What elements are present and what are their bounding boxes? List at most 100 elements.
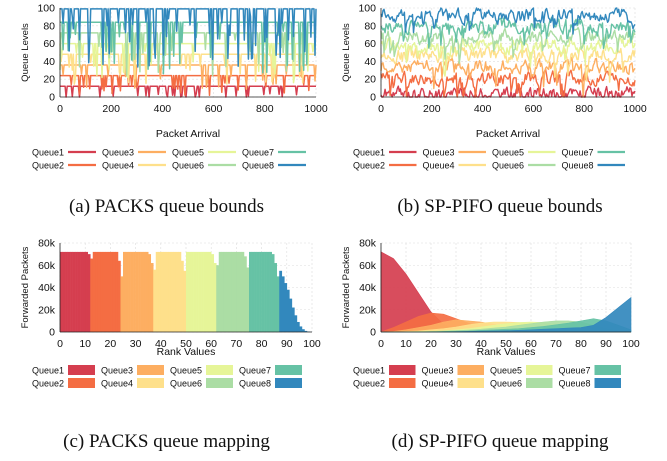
bar xyxy=(160,251,164,332)
x-tick-label: 200 xyxy=(423,103,441,115)
bar xyxy=(145,251,149,332)
bar xyxy=(153,269,157,332)
bar xyxy=(125,251,129,332)
legend-swatch-queue8 xyxy=(275,378,302,388)
legend-label: Queue5 xyxy=(170,366,202,376)
bar xyxy=(85,251,89,332)
legend-swatch-queue8 xyxy=(594,378,621,388)
bar xyxy=(301,329,305,332)
legend-label: Queue4 xyxy=(101,379,133,389)
bar xyxy=(188,251,192,332)
legend-label: Queue8 xyxy=(558,379,590,389)
legend-label: Queue3 xyxy=(102,148,134,158)
y-tick-label: 80 xyxy=(364,20,376,32)
series-line-queue4 xyxy=(380,44,636,83)
legend-swatch-queue3 xyxy=(137,365,164,375)
bar xyxy=(251,251,255,332)
bar xyxy=(236,251,240,332)
legend-label: Queue4 xyxy=(422,161,454,171)
bar xyxy=(221,251,225,332)
bar xyxy=(183,270,187,332)
y-tick-label: 100 xyxy=(37,3,55,15)
bar xyxy=(276,276,280,332)
legend-label: Queue6 xyxy=(172,161,204,171)
legend-swatch-queue1 xyxy=(68,365,95,375)
bar xyxy=(92,251,96,332)
bar xyxy=(294,315,298,332)
x-tick-label: 40 xyxy=(155,338,167,350)
bar xyxy=(243,256,247,332)
bar xyxy=(228,251,232,332)
bar xyxy=(269,251,272,332)
chart-c: 0 10 20 30 40 50 60 70 80 90 100 0 20k 40k 60k 80k Rank … xyxy=(20,238,321,389)
legend-label: Queue7 xyxy=(561,148,593,158)
y-tick-label: 100 xyxy=(358,3,376,15)
x-tick-label: 600 xyxy=(205,103,223,115)
caption-a: (a) PACKS queue bounds xyxy=(68,196,265,217)
series-line-queue8 xyxy=(60,8,317,68)
bar xyxy=(196,251,199,332)
y-tick-label: 60 xyxy=(43,38,55,50)
bar xyxy=(233,251,237,332)
bar xyxy=(254,251,257,332)
legend-swatch-queue2 xyxy=(68,378,95,388)
y-tick-label: 80k xyxy=(359,238,377,250)
legend-label: Queue6 xyxy=(170,379,202,389)
bar xyxy=(173,251,177,332)
x-axis-label: Packet Arrival xyxy=(156,128,220,140)
bar xyxy=(168,251,172,332)
series-line-queue5 xyxy=(380,36,636,77)
legend-swatch-queue2 xyxy=(389,378,416,388)
x-axis-label: Rank Values xyxy=(477,346,536,358)
bar xyxy=(135,251,139,332)
y-tick-label: 80 xyxy=(43,20,55,32)
bar xyxy=(90,258,94,332)
bar xyxy=(102,251,106,332)
legend-swatch-queue6 xyxy=(206,378,233,388)
x-tick-label: 200 xyxy=(102,103,120,115)
legend-label: Queue4 xyxy=(102,161,134,171)
legend-label: Queue4 xyxy=(421,379,453,389)
bar xyxy=(206,251,209,332)
legend-label: Queue3 xyxy=(101,366,133,376)
legend-label: Queue1 xyxy=(353,366,385,376)
bar xyxy=(296,321,300,332)
y-axis-label: Forwarded Packets xyxy=(20,246,31,328)
bar xyxy=(77,251,81,332)
bar xyxy=(193,251,197,332)
x-tick-label: 90 xyxy=(600,338,612,350)
legend-label: Queue8 xyxy=(242,161,274,171)
bar xyxy=(246,267,250,332)
bar xyxy=(238,251,242,332)
legend-label: Queue1 xyxy=(32,148,64,158)
legend-swatch-queue7 xyxy=(594,365,621,375)
legend-label: Queue5 xyxy=(490,366,522,376)
bar xyxy=(130,251,134,332)
y-tick-label: 40 xyxy=(43,56,55,68)
bar xyxy=(241,251,245,332)
bar xyxy=(158,251,162,332)
x-tick-label: 400 xyxy=(154,103,172,115)
y-tick-label: 20 xyxy=(364,74,376,86)
series-line-queue8 xyxy=(380,7,636,35)
caption-d: (d) SP-PIFO queue mapping xyxy=(391,431,609,452)
x-tick-label: 0 xyxy=(378,338,384,350)
y-tick-label: 40 xyxy=(364,56,376,68)
legend-label: Queue2 xyxy=(32,379,64,389)
x-tick-label: 10 xyxy=(400,338,412,350)
bar xyxy=(165,251,169,332)
bar xyxy=(140,251,144,332)
bar xyxy=(266,251,270,332)
x-tick-label: 80 xyxy=(256,338,268,350)
legend-label: Queue5 xyxy=(492,148,524,158)
bar xyxy=(115,251,119,332)
bar xyxy=(211,254,215,332)
y-tick-label: 60k xyxy=(38,260,56,272)
bar xyxy=(97,251,101,332)
x-tick-label: 30 xyxy=(450,338,462,350)
legend-swatch-queue5 xyxy=(206,365,233,375)
legend-label: Queue3 xyxy=(421,366,453,376)
legend-label: Queue2 xyxy=(353,161,385,171)
bar xyxy=(249,251,252,332)
bar xyxy=(279,270,283,332)
